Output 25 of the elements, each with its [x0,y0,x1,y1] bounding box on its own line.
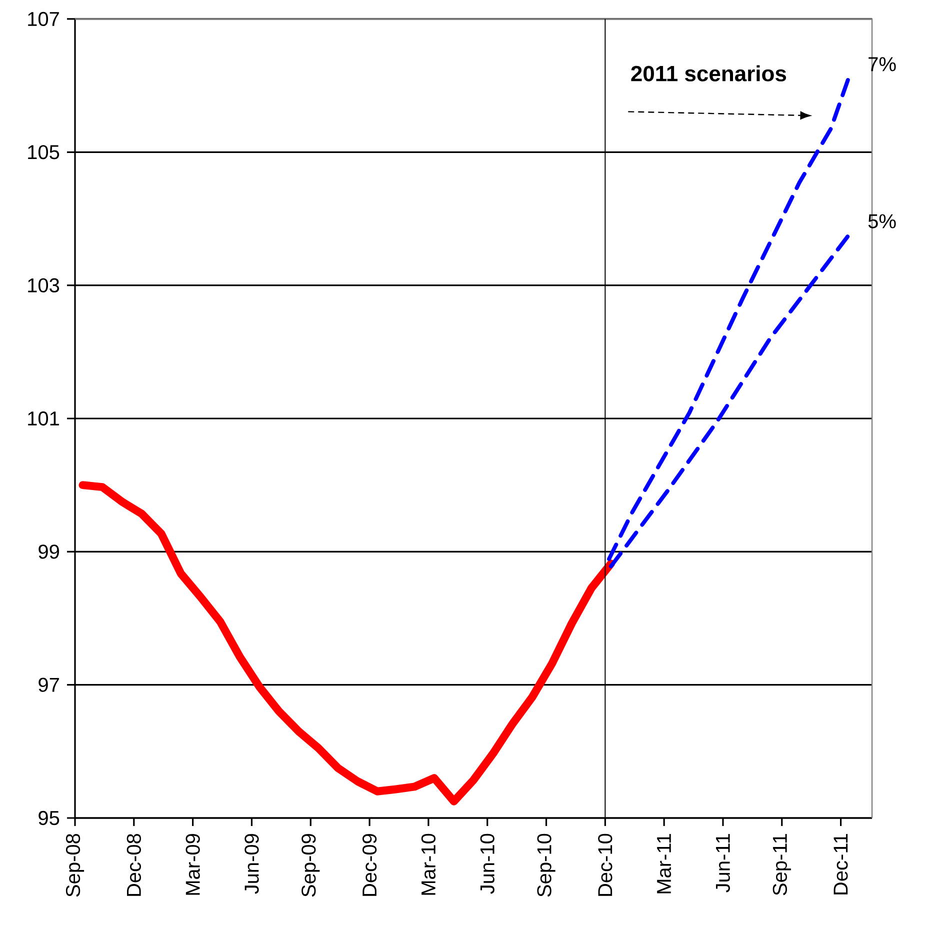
x-tick-label: Dec-10 [598,834,612,896]
y-tick-label: 103 [28,278,60,292]
x-tick-label: Jun-09 [244,834,259,894]
y-tick-label: 99 [38,544,60,559]
line-series [608,233,851,568]
x-tick-label: Jun-10 [480,834,494,894]
x-tick-label: Dec-09 [362,834,377,896]
x-tick-label: Mar-10 [421,834,436,895]
series-label: 5% [868,214,896,228]
x-tick-label: Sep-11 [772,834,791,896]
y-tick-label: 101 [28,411,59,426]
x-tick-label: Mar-11 [657,834,672,894]
x-tick-label: Sep-09 [302,834,320,897]
series-label: 7% [868,57,896,72]
y-tick-label: 95 [38,810,60,826]
x-tick-label: Sep-10 [537,834,556,897]
x-tick-label: Mar-09 [186,834,200,895]
annotation: 2011 scenarios [631,65,786,82]
x-tick-label: Dec-08 [126,834,141,896]
x-tick-label: Jun-11 [716,834,730,892]
y-tick-label: 107 [28,12,59,26]
y-tick-label: 105 [28,145,60,160]
x-tick-label: Sep-08 [66,834,84,897]
x-tick-label: Dec-11 [834,834,848,894]
y-tick-label: 97 [38,678,59,692]
